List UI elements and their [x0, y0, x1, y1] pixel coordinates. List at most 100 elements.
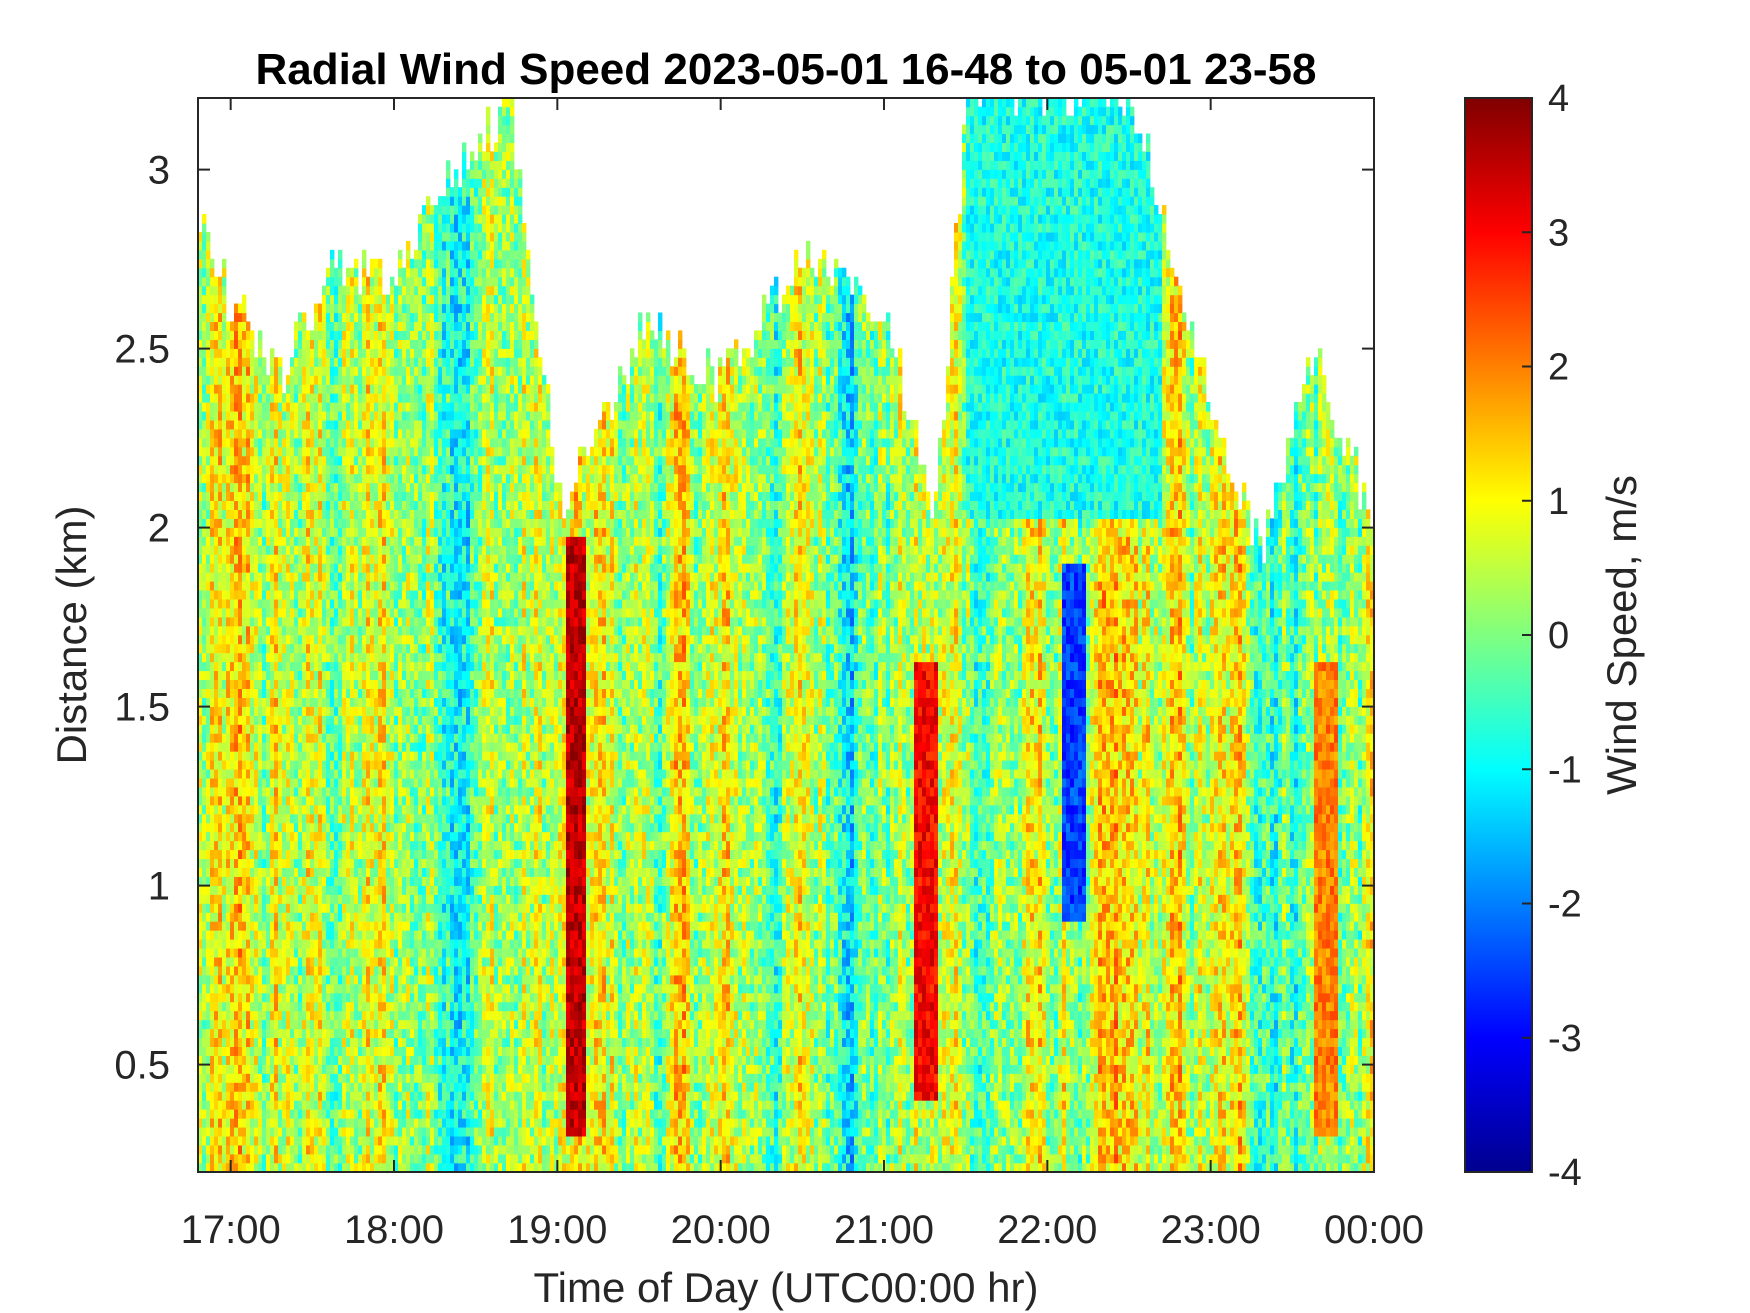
heatmap-cell: [250, 1002, 254, 1012]
heatmap-cell: [234, 1163, 238, 1173]
heatmap-cell: [294, 1136, 298, 1146]
heatmap-cell: [342, 912, 346, 922]
heatmap-cell: [206, 894, 210, 904]
heatmap-cell: [226, 644, 230, 654]
heatmap-cell: [218, 1109, 222, 1119]
heatmap-cell: [290, 456, 294, 466]
heatmap-cell: [278, 662, 282, 672]
heatmap-cell: [362, 1082, 366, 1092]
heatmap-cell: [314, 1029, 318, 1039]
heatmap-cell: [226, 1002, 230, 1012]
heatmap-cell: [266, 1091, 270, 1101]
heatmap-cell: [258, 832, 262, 842]
heatmap-cell: [210, 599, 214, 609]
heatmap-cell: [358, 814, 362, 824]
heatmap-cell: [214, 1091, 218, 1101]
heatmap-cell: [370, 903, 374, 913]
heatmap-cell: [366, 697, 370, 707]
heatmap-cell: [314, 867, 318, 877]
heatmap-cell: [286, 563, 290, 573]
heatmap-cell: [306, 357, 310, 367]
heatmap-cell: [202, 1145, 206, 1155]
heatmap-cell: [270, 894, 274, 904]
heatmap-cell: [362, 742, 366, 752]
heatmap-cell: [298, 608, 302, 618]
heatmap-cell: [230, 411, 234, 421]
heatmap-cell: [358, 715, 362, 725]
heatmap-cell: [362, 599, 366, 609]
heatmap-cell: [310, 545, 314, 555]
heatmap-cell: [270, 348, 274, 358]
heatmap-cell: [206, 286, 210, 296]
heatmap-cell: [330, 697, 334, 707]
heatmap-cell: [354, 975, 358, 985]
heatmap-cell: [226, 1100, 230, 1110]
heatmap-cell: [330, 832, 334, 842]
heatmap-cell: [270, 456, 274, 466]
heatmap-cell: [362, 832, 366, 842]
heatmap-cell: [366, 894, 370, 904]
heatmap-cell: [338, 706, 342, 716]
heatmap-cell: [242, 447, 246, 457]
heatmap-cell: [342, 653, 346, 663]
heatmap-cell: [206, 903, 210, 913]
heatmap-cell: [262, 492, 266, 502]
heatmap-cell: [338, 984, 342, 994]
heatmap-cell: [218, 581, 222, 591]
heatmap-cell: [202, 250, 206, 260]
heatmap-cell: [210, 357, 214, 367]
heatmap-cell: [302, 1064, 306, 1074]
heatmap-cell: [278, 500, 282, 510]
heatmap-cell: [230, 321, 234, 331]
heatmap-cell: [342, 321, 346, 331]
heatmap-cell: [242, 733, 246, 743]
heatmap-cell: [254, 679, 258, 689]
heatmap-cell: [362, 438, 366, 448]
heatmap-cell: [286, 635, 290, 645]
heatmap-cell: [226, 760, 230, 770]
heatmap-cell: [334, 295, 338, 305]
heatmap-cell: [314, 688, 318, 698]
heatmap-cell: [354, 492, 358, 502]
heatmap-cell: [270, 993, 274, 1003]
heatmap-cell: [310, 715, 314, 725]
heatmap-cell: [278, 1163, 282, 1173]
heatmap-cell: [206, 733, 210, 743]
heatmap-cell: [254, 357, 258, 367]
heatmap-cell: [258, 858, 262, 868]
heatmap-cell: [322, 1002, 326, 1012]
heatmap-cell: [330, 295, 334, 305]
heatmap-cell: [206, 509, 210, 519]
heatmap-cell: [330, 268, 334, 278]
heatmap-cell: [302, 599, 306, 609]
heatmap-cell: [370, 1127, 374, 1137]
heatmap-cell: [354, 447, 358, 457]
heatmap-cell: [330, 760, 334, 770]
heatmap-cell: [262, 1082, 266, 1092]
heatmap-cell: [214, 1073, 218, 1083]
heatmap-cell: [234, 912, 238, 922]
heatmap-cell: [206, 330, 210, 340]
heatmap-cell: [326, 653, 330, 663]
heatmap-cell: [322, 411, 326, 421]
heatmap-cell: [262, 483, 266, 493]
heatmap-cell: [294, 1163, 298, 1173]
heatmap-cell: [266, 760, 270, 770]
heatmap-cell: [274, 1163, 278, 1173]
heatmap-cell: [238, 321, 242, 331]
heatmap-cell: [282, 483, 286, 493]
heatmap-cell: [202, 1082, 206, 1092]
heatmap-cell: [250, 339, 254, 349]
heatmap-cell: [210, 393, 214, 403]
heatmap-cell: [354, 688, 358, 698]
heatmap-cell: [286, 939, 290, 949]
heatmap-cell: [318, 492, 322, 502]
heatmap-cell: [326, 1073, 330, 1083]
heatmap-cell: [226, 581, 230, 591]
heatmap-cell: [278, 715, 282, 725]
heatmap-cell: [270, 975, 274, 985]
heatmap-cell: [326, 474, 330, 484]
heatmap-cell: [318, 1109, 322, 1119]
heatmap-cell: [370, 527, 374, 537]
heatmap-cell: [290, 366, 294, 376]
